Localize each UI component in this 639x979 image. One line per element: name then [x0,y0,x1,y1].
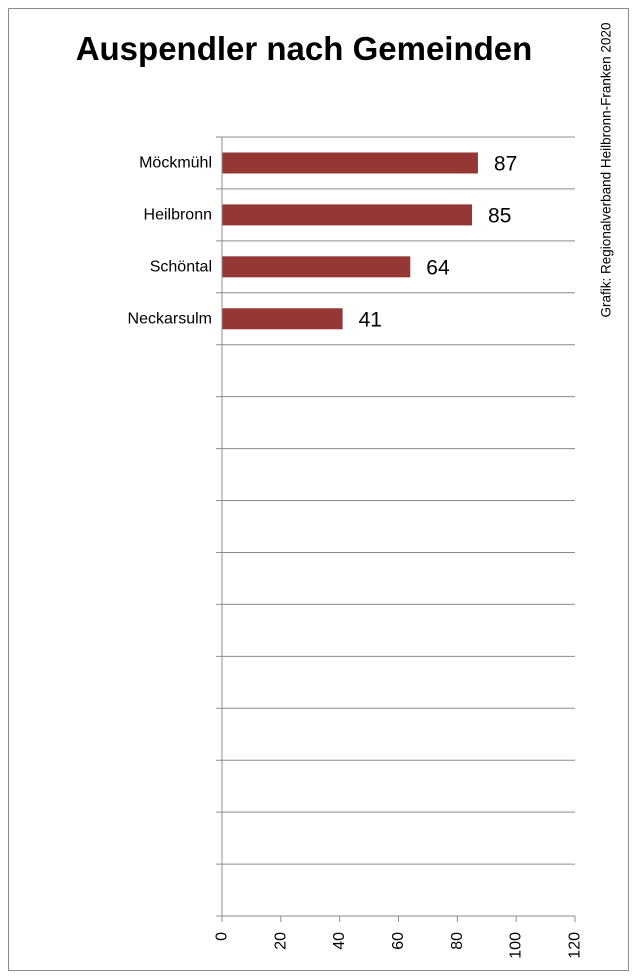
data-label: 85 [488,204,511,227]
bar [222,308,343,330]
x-tick-label: 80 [449,932,466,950]
x-tick-label: 100 [508,932,525,959]
chart-frame [8,8,629,971]
category-label: Heilbronn [144,206,212,223]
axes [221,137,576,922]
data-label: 41 [359,308,382,331]
chart-title: Auspendler nach Gemeinden [75,30,533,67]
x-tick-label: 120 [567,932,584,959]
gridlines [216,136,575,917]
category-label: Neckarsulm [128,310,212,327]
x-tick-label: 60 [390,932,407,950]
labels: Möckmühl 87 Heilbronn 85 Schöntal 64 Neckarsul… [128,152,584,958]
bar [222,152,478,174]
x-tick-label: 0 [214,932,231,941]
x-tick-label: 20 [272,932,289,950]
bar [222,204,473,226]
bar [222,256,411,278]
bars [222,152,478,330]
data-label: 64 [426,256,450,279]
category-label: Schöntal [150,258,212,275]
x-tick-label: 40 [331,932,348,950]
data-label: 87 [494,152,517,175]
category-label: Möckmühl [139,154,212,171]
